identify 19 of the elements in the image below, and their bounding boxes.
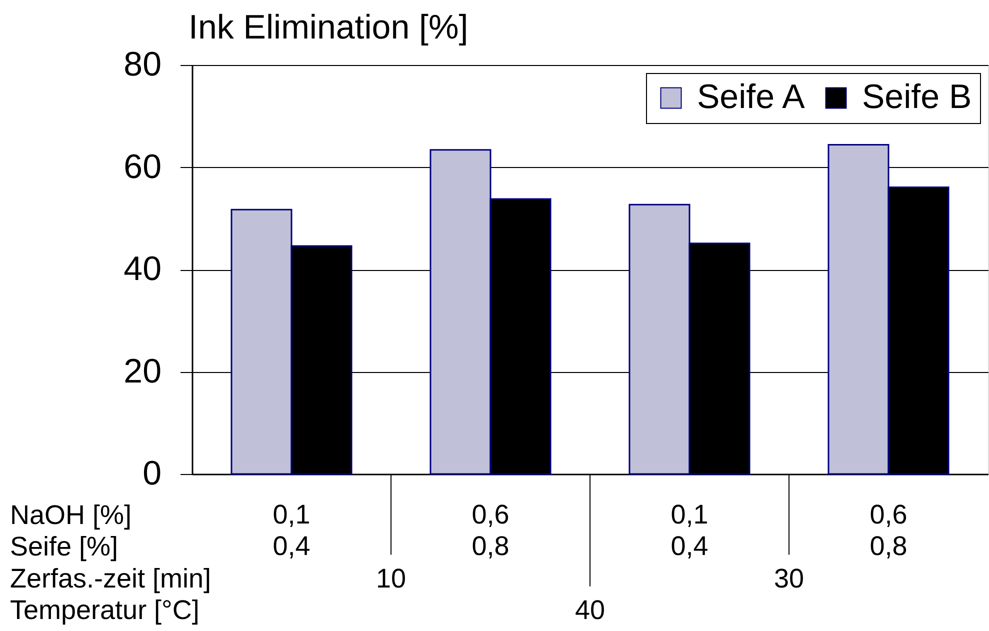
text: 40 — [574, 595, 606, 626]
text: 10 — [376, 563, 406, 594]
x-tick-label: 0,6 0,8 — [472, 500, 510, 562]
text: Temperatur [°C] — [10, 595, 200, 626]
text: Zerfas.-zeit [min] — [10, 563, 212, 594]
text: 30 — [774, 563, 804, 594]
x-tick-label: 0,1 0,4 — [272, 500, 310, 562]
text: NaOH [%] — [10, 500, 132, 530]
x-tick-label: 0,6 0,8 — [870, 500, 908, 562]
y-tick-label: 80 — [124, 46, 162, 84]
y-tick-label: 60 — [124, 148, 162, 186]
legend-label: Seife B — [862, 78, 972, 116]
text: Seife [%] — [10, 532, 118, 562]
y-tick-label: 0 — [142, 454, 162, 492]
x-tick-label: 0,1 0,4 — [670, 500, 708, 562]
y-tick-label: 20 — [124, 352, 162, 390]
legend-label: Seife A — [697, 78, 806, 116]
y-tick-label: 40 — [124, 250, 162, 288]
y-axis-title: Ink Elimination [%] — [188, 8, 468, 46]
